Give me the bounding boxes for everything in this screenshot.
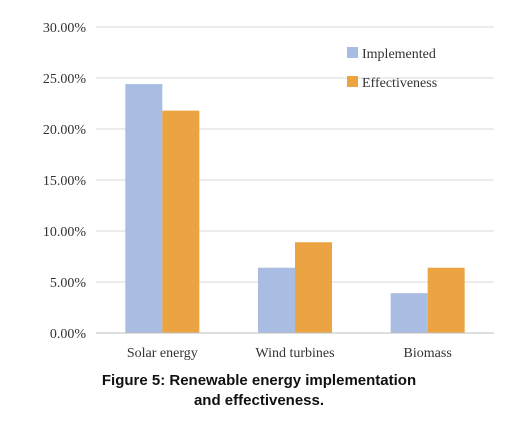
y-tick-label: 20.00% [43,123,87,138]
figure-caption-line-2: and effectiveness. [193,392,325,409]
x-tick-label: Biomass [404,346,452,361]
bar-effectiveness-biomass [427,267,465,333]
y-tick-label: 10.00% [43,225,87,240]
legend-swatch [347,47,358,58]
y-tick-label: 25.00% [43,72,87,87]
y-tick-label: 0.00% [50,327,87,342]
figure-caption-line-1: Figure 5: Renewable energy implementatio… [101,372,417,389]
legend: Implemented Effectiveness [347,47,437,91]
legend-label: Effectiveness [362,76,437,91]
bar-implemented-biomass [390,293,428,333]
y-tick-label: 15.00% [43,174,87,189]
y-tick-label: 5.00% [50,276,87,291]
x-tick-label: Wind turbines [255,346,334,361]
y-tick-label: 30.00% [43,21,87,36]
legend-label: Implemented [362,47,436,62]
legend-swatch [347,76,358,87]
x-axis-tick-labels: Solar energy Wind turbines Biomass [127,346,452,361]
bar-effectiveness-solar-energy [162,110,200,333]
bars [125,84,465,334]
y-axis-tick-labels: 0.00% 5.00% 10.00% 15.00% 20.00% 25.00% 30.00% [43,21,87,342]
x-tick-label: Solar energy [127,346,198,361]
bar-effectiveness-wind-turbines [295,242,332,333]
bar-implemented-wind-turbines [258,267,295,333]
bar-chart: 0.00% 5.00% 10.00% 15.00% 20.00% 25.00% 30.00%… [43,21,494,361]
bar-implemented-solar-energy [125,84,163,334]
